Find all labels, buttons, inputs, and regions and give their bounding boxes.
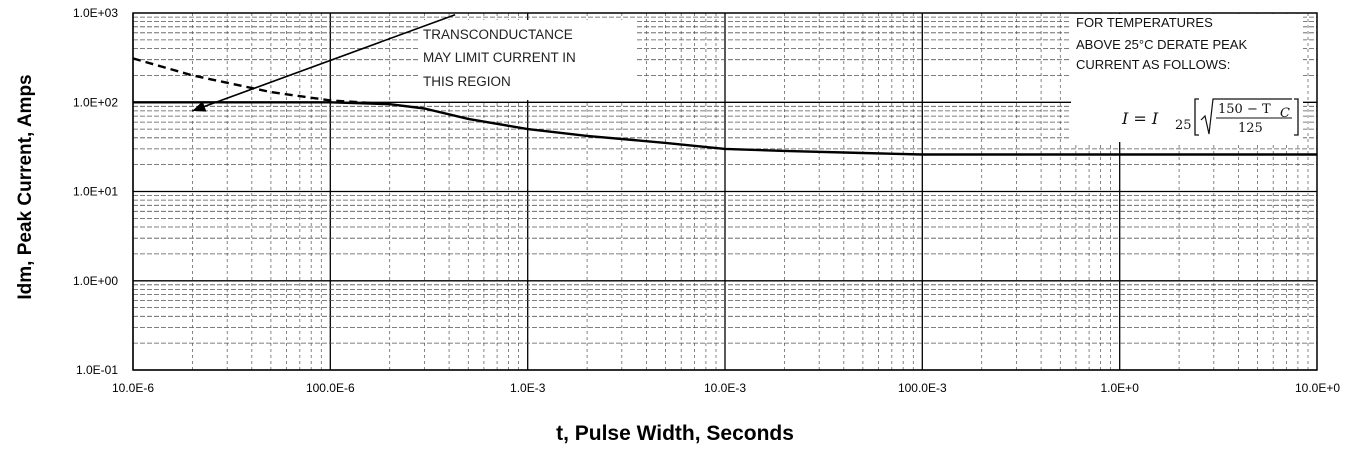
series-line-dashed [132,57,390,106]
series-line-solid [133,101,1317,156]
x-tick-label: 1.0E-3 [510,381,546,395]
annotation-box [418,20,636,100]
note-box [1071,14,1303,142]
formula-numerator-subscript: C [1280,106,1290,121]
x-tick-label: 10.0E+0 [1295,381,1340,395]
annotation-arrow [192,13,456,112]
annotation-arrow-shaft [192,13,456,112]
formula-bracket-left [1194,98,1199,136]
x-tick-label: 10.0E-6 [112,381,154,395]
y-tick-label: 1.0E+01 [73,185,118,199]
y-tick-label: 1.0E-01 [76,363,118,377]
plot-frame [132,12,1318,371]
formula-bracket-right [1294,98,1299,136]
formula-lhs-subscript: 25 [1175,118,1192,133]
annotation-line-1: TRANSCONDUCTANCE [423,27,573,42]
y-tick-label: 1.0E+03 [73,6,118,20]
formula-lhs: I = I [1121,109,1159,128]
x-tick-label: 10.0E-3 [704,381,746,395]
annotation-line-2: MAY LIMIT CURRENT IN [423,50,576,65]
y-tick-label: 1.0E+02 [73,95,118,109]
formula-denominator: 125 [1238,121,1263,136]
plot-border [132,12,1318,371]
formula-numerator: 150 − T [1218,102,1271,117]
tick-labels: 1.0E-01 1.0E+00 1.0E+01 1.0E+02 1.0E+03 10.0E… [73,6,1340,395]
formula-radical [1200,98,1292,135]
x-tick-label: 100.0E-6 [306,381,355,395]
x-axis-label: t, Pulse Width, Seconds [556,422,794,445]
note-line-2: ABOVE 25°C DERATE PEAK [1076,37,1247,52]
derating-formula: I = I 25 150 − T C 125 [1121,98,1299,136]
annotation-line-3: THIS REGION [423,74,511,89]
y-axis-label: Idm, Peak Current, Amps [15,74,36,299]
annotation-arrow-head [192,101,207,112]
x-tick-label: 100.0E-3 [898,381,947,395]
y-tick-label: 1.0E+00 [73,274,118,288]
note-line-1: FOR TEMPERATURES [1076,15,1213,30]
series-layer [132,57,1317,156]
note-line-3: CURRENT AS FOLLOWS: [1076,57,1230,72]
x-tick-label: 1.0E+0 [1101,381,1140,395]
